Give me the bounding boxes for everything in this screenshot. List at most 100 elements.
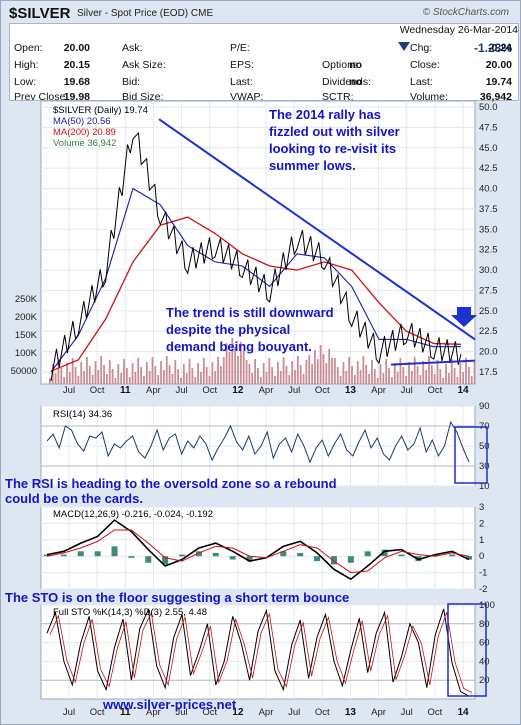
macd-histogram-bar [398, 554, 405, 557]
y-tick-label: 35.0 [479, 224, 498, 235]
volume-tick-label: 150K [15, 330, 38, 341]
macd-histogram-bar [347, 556, 354, 563]
macd-histogram-bar [145, 556, 152, 563]
volume-bar [305, 360, 308, 384]
x-tick-label: Oct [90, 385, 105, 396]
volume-bar [365, 365, 368, 384]
volume-bar [282, 357, 285, 384]
volume-bar [103, 365, 105, 384]
volume-tick-label: 100K [15, 348, 38, 359]
symbol: $SILVER [9, 5, 71, 22]
volume-bar [57, 359, 60, 384]
quote-label: Volume: [410, 91, 448, 103]
y-tick-label: 47.5 [479, 122, 498, 133]
volume-bar [456, 377, 459, 384]
volume-bar [368, 374, 370, 384]
volume-bar [353, 375, 356, 384]
volume-bar [325, 363, 328, 384]
volume-bar [157, 375, 160, 384]
y-tick-label: 22.5 [479, 326, 498, 337]
quote-date: Wednesday 26-Mar-2014 [399, 24, 518, 36]
x-tick-label: 14 [457, 707, 469, 718]
quote-value: 20.15 [63, 59, 90, 71]
volume-bar [180, 378, 182, 384]
volume-bar [382, 373, 385, 384]
volume-bar [262, 363, 265, 384]
volume-bar [234, 347, 237, 384]
volume-bar [222, 357, 225, 384]
y-tick-label: -1 [479, 568, 487, 579]
volume-bar [182, 364, 185, 384]
volume-bar [465, 358, 467, 384]
quote-label: Low: [14, 76, 37, 88]
volume-bar [470, 376, 473, 384]
volume-bar [467, 367, 470, 384]
macd-histogram-bar [314, 556, 321, 562]
macd-histogram-bar [179, 554, 186, 557]
volume-bar [388, 368, 390, 384]
x-tick-label: Oct [315, 385, 330, 396]
x-tick-label: Oct [202, 385, 217, 396]
macd-histogram-bar [246, 556, 253, 562]
macd-histogram-bar [195, 551, 202, 557]
volume-bar [422, 361, 425, 384]
support-line [390, 359, 476, 366]
y-tick-label: 40 [479, 656, 490, 667]
volume-bar [393, 363, 396, 384]
volume-bar [94, 361, 97, 384]
macd-line [46, 519, 470, 581]
quote-label: VWAP: [230, 91, 264, 103]
volume-bar [131, 363, 134, 384]
macd-histogram-bar [44, 554, 50, 557]
y-tick-label: 45.0 [479, 143, 498, 154]
macd-histogram-bar [364, 551, 371, 557]
volume-bar [291, 361, 294, 384]
quote-label: EPS: [230, 59, 254, 71]
panel-sto [40, 604, 476, 700]
volume-bar [120, 373, 123, 384]
y-tick-label: 100 [479, 600, 495, 611]
watermark: © StockCharts.com [422, 7, 509, 18]
y-tick-label: 42.5 [479, 163, 498, 174]
volume-bar [248, 364, 251, 384]
volume-bar [348, 357, 351, 384]
price-legend-item: $SILVER (Daily) 19.74 [53, 105, 148, 116]
volume-bar [148, 371, 151, 384]
y-tick-label: 60 [479, 638, 490, 649]
volume-bar [165, 356, 168, 384]
y-tick-label: 20.0 [479, 347, 498, 358]
macd-histogram-bar [60, 554, 67, 557]
y-tick-label: 50 [479, 441, 490, 452]
volume-bar [123, 359, 125, 384]
y-tick-label: 40.0 [479, 184, 498, 195]
volume-bar [336, 367, 339, 384]
x-tick-label: Oct [90, 707, 105, 718]
volume-bar [245, 360, 248, 384]
y-tick-label: 50.0 [479, 102, 498, 113]
volume-bar [285, 366, 288, 384]
volume-bar [49, 378, 51, 384]
rsi-legend: RSI(14) 34.36 [53, 409, 112, 420]
volume-bar [63, 377, 66, 384]
quote-value: 36,942 [479, 91, 512, 103]
volume-bar [154, 366, 157, 384]
macd-histogram-bar [381, 549, 388, 557]
volume-bar [399, 358, 402, 384]
volume-bar [462, 372, 465, 384]
volume-bar [331, 358, 333, 384]
volume-bar [134, 372, 137, 384]
y-tick-label: 90 [479, 401, 490, 412]
annotation-trend: The trend is still downward [166, 305, 334, 320]
volume-bar [174, 360, 177, 384]
volume-bar [214, 371, 217, 384]
price-legend-item: MA(50) 20.56 [53, 116, 111, 127]
y-tick-label: 17.5 [479, 367, 498, 378]
volume-bar [428, 356, 430, 384]
volume-bar [51, 364, 54, 384]
quote-label: Last: [410, 76, 433, 88]
macd-histogram-bar [94, 551, 101, 557]
price-line [50, 131, 462, 382]
change-percent: -1.23% [473, 41, 512, 55]
x-tick-label: 13 [345, 707, 357, 718]
volume-bar [405, 376, 408, 384]
